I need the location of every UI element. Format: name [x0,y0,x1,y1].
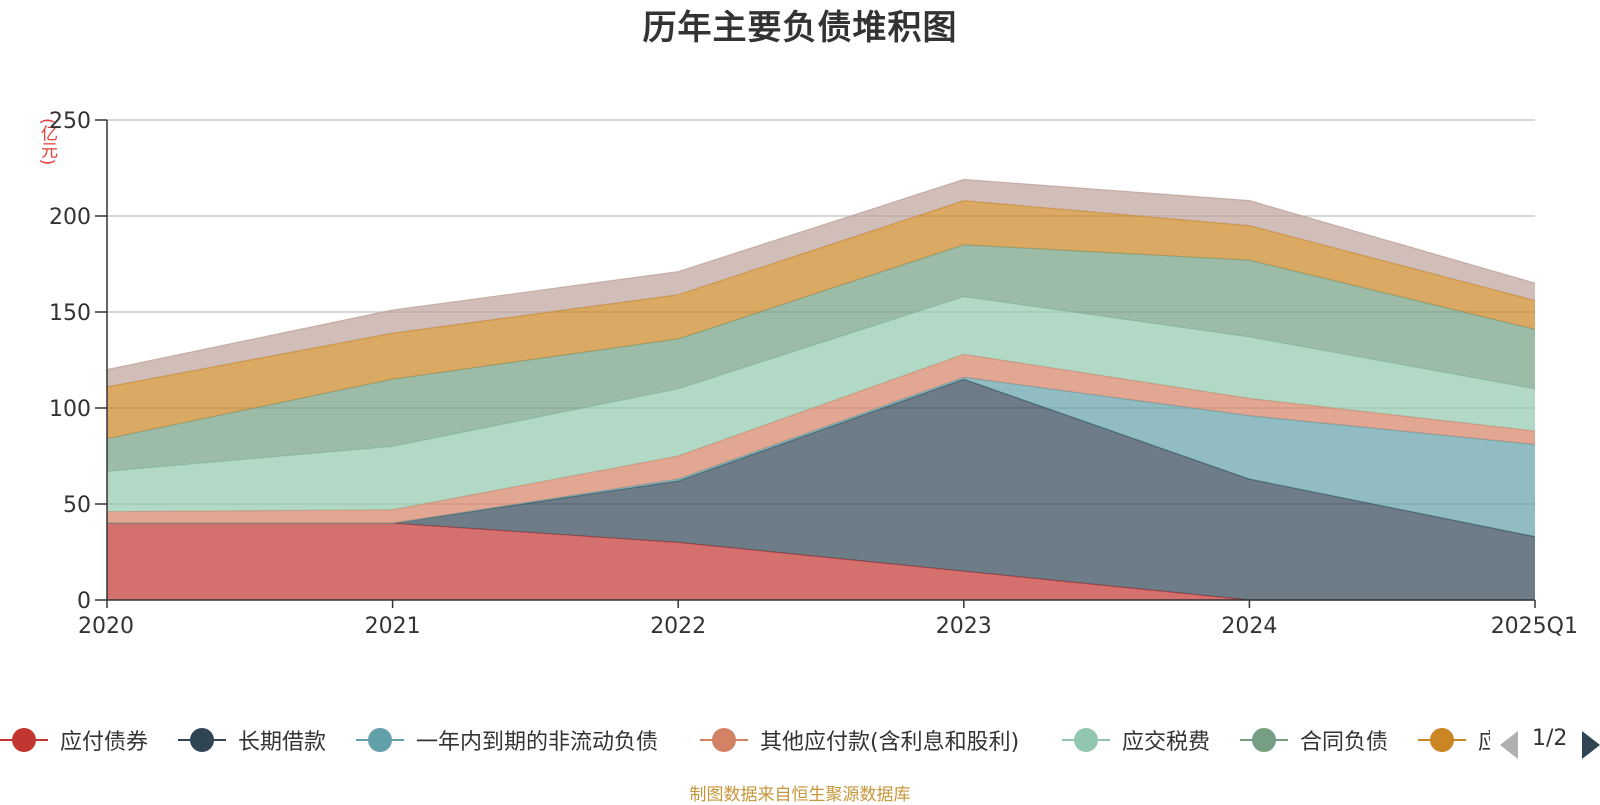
y-tick-label: 150 [49,301,91,326]
area-series-应交税费[interactable] [107,296,1535,512]
x-tick-label: 2023 [936,614,992,639]
y-tick-label: 50 [63,493,91,518]
legend-marker-icon [356,728,404,752]
area-series-edge [106,178,1536,371]
x-tick-label: 2020 [78,614,134,639]
y-tick-label: 0 [77,589,91,614]
legend-label: 长期借款 [238,730,327,755]
x-tick-label: 2021 [365,614,421,639]
legend-item[interactable]: 一年内到期的非流动负债 [356,718,658,762]
y-tick-label: 200 [49,205,91,230]
legend-marker-icon [0,728,48,752]
legend-prev-page-icon[interactable] [1500,731,1518,759]
legend-item[interactable]: 应交税费 [1062,718,1210,762]
area-series-合同负债[interactable] [107,244,1535,472]
legend-marker-icon [1418,728,1466,752]
legend-item[interactable]: 合同负债 [1240,718,1388,762]
y-tick-label: 100 [49,397,91,422]
area-series-其他应付款(含利息和股利)[interactable] [107,354,1535,524]
x-tick-label: 2025Q1 [1491,614,1578,639]
source-note: 制图数据来自恒生聚源数据库 [689,785,911,805]
legend-label: 其他应付款(含利息和股利) [760,730,1020,755]
y-axis-unit-label: (亿元) [37,118,57,166]
legend-label: 一年内到期的非流动负债 [416,730,659,755]
axes [95,119,1536,608]
x-tick-label: 2022 [650,614,706,639]
area-series-长期借款[interactable] [107,379,1535,600]
legend-label: 应付账款 [1478,730,1490,755]
legend-item[interactable]: 应付账款 [1418,718,1490,762]
legend-marker-icon [1240,728,1288,752]
legend-label: 应交税费 [1122,730,1211,755]
x-tick-label: 2024 [1221,614,1277,639]
tick-labels: 0 50 100 150 200 250 2020 2021 2022 2023 2024 2025Q… [49,109,1578,639]
legend-marker-icon [1062,728,1110,752]
chart-title: 历年主要负债堆积图 [642,8,958,48]
area-series-一年内到期的非流动负债[interactable] [107,377,1535,537]
legend-next-page-icon[interactable] [1582,731,1600,759]
legend-label: 合同负债 [1300,730,1389,755]
legend: 应付债券 长期借款 一年内到期的非流动负债 其他应付款(含利息和股利) 应交税费 合同负债… [0,718,1490,762]
legend-marker-icon [700,728,748,752]
legend-marker-icon [178,728,226,752]
legend-item[interactable]: 长期借款 [178,718,326,762]
area-series [106,178,1536,601]
legend-item[interactable]: 其他应付款(含利息和股利) [700,718,1019,762]
y-tick-label: 250 [49,109,91,134]
legend-pager: 1/2 [1500,718,1600,762]
area-series-应付债券[interactable] [107,523,1535,600]
legend-label: 应付债券 [60,730,149,755]
legend-page-indicator: 1/2 [1532,726,1568,751]
legend-item[interactable]: 应付债券 [0,718,148,762]
